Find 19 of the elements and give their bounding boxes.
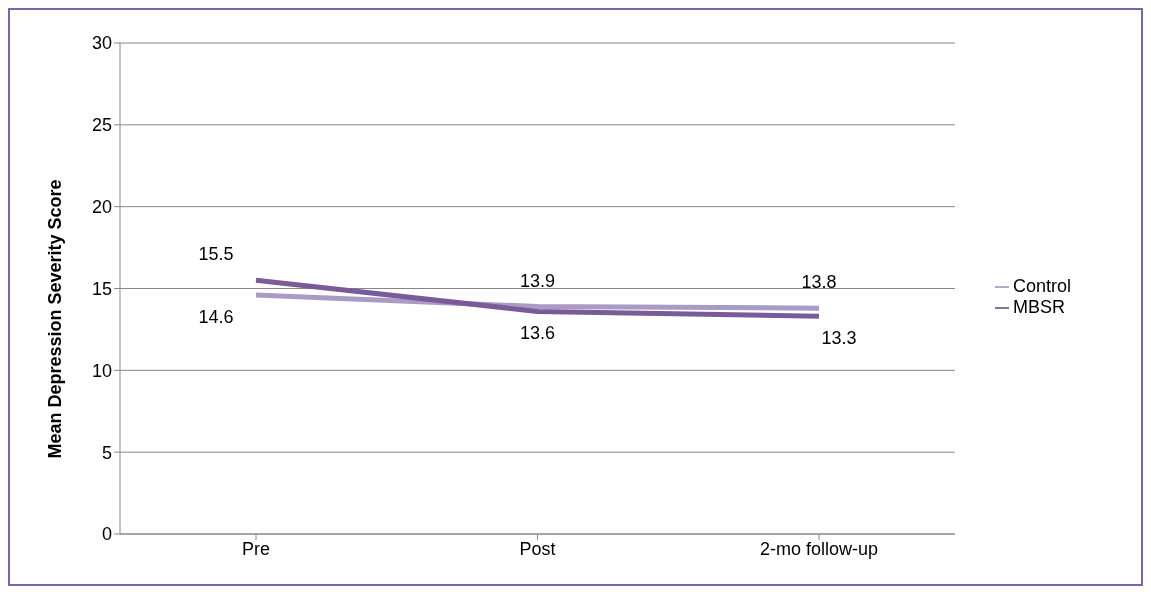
data-label: 13.3 [821,328,857,349]
data-label: 13.6 [519,323,556,344]
y-tick-label: 25 [91,115,112,136]
data-label: 15.5 [198,244,234,265]
data-label: 13.8 [801,272,837,293]
data-label: 13.9 [519,270,556,291]
y-tick-label: 30 [91,33,112,54]
x-tick-label: Post [519,538,556,559]
legend-label: Control [1012,276,1071,296]
y-tick-label: 10 [91,360,112,381]
x-tick-label: Pre [241,538,271,559]
y-tick-label: 20 [91,197,112,218]
y-axis-title: Mean Depression Severity Score [45,179,66,459]
y-tick-label: 0 [101,524,112,545]
y-tick-label: 15 [91,278,112,299]
data-label: 14.6 [198,307,234,328]
x-tick-label: 2-mo follow-up [759,538,878,559]
y-tick-label: 5 [101,442,112,463]
legend-label: MBSR [1012,297,1065,317]
